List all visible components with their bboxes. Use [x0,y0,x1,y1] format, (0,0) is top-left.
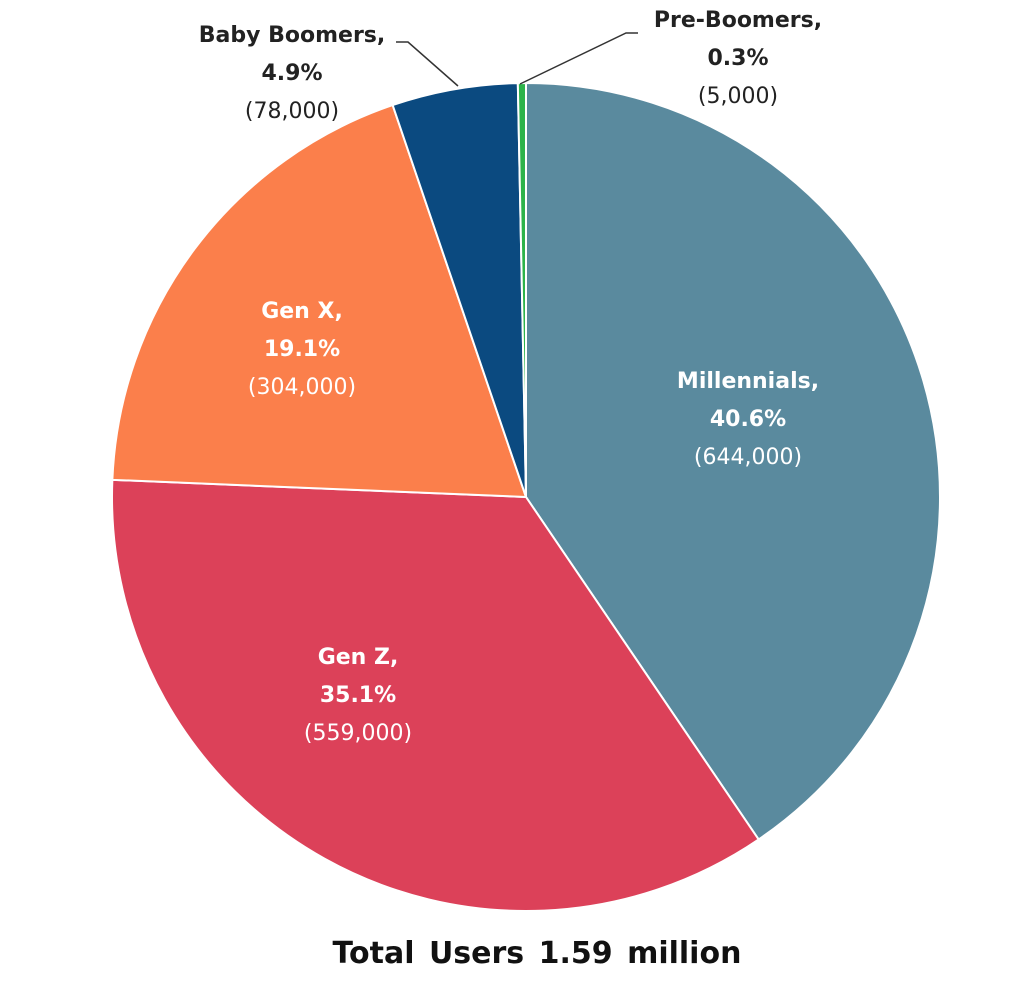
slice-percent: 19.1% [264,337,340,362]
leader-line-pre-boomers [519,32,638,85]
slice-label-gen-x: Gen X, 19.1% (304,000) [248,299,356,400]
leader-line-baby-boomers [396,41,459,87]
slice-name: Baby Boomers, [199,23,386,48]
pie-slice-millennials [525,81,941,841]
slice-value: (78,000) [245,99,339,124]
total-users-caption: Total Users 1.59 million [332,936,742,971]
slice-name: Millennials, [677,369,819,394]
slice-value: (559,000) [304,721,412,746]
slice-label-baby-boomers: Baby Boomers, 4.9% (78,000) [199,23,386,124]
slice-value: (304,000) [248,375,356,400]
slice-labels: Millennials, 40.6% (644,000) Gen Z, 35.1% (55… [199,8,822,746]
slice-name: Gen X, [261,299,343,324]
slice-percent: 0.3% [707,46,768,71]
slice-label-pre-boomers: Pre-Boomers, 0.3% (5,000) [654,8,822,109]
slice-name: Gen Z, [318,645,399,670]
slice-value: (5,000) [698,84,778,109]
slice-name: Pre-Boomers, [654,8,822,33]
slice-label-gen-z: Gen Z, 35.1% (559,000) [304,645,412,746]
leader-lines [396,32,638,87]
slice-label-millennials: Millennials, 40.6% (644,000) [677,369,819,470]
pie-slice-gen-z [110,478,761,912]
slice-percent: 35.1% [320,683,396,708]
pie-slices [110,81,941,912]
slice-percent: 4.9% [261,61,322,86]
pie-slice-gen-x [111,103,528,499]
slice-value: (644,000) [694,445,802,470]
slice-percent: 40.6% [710,407,786,432]
